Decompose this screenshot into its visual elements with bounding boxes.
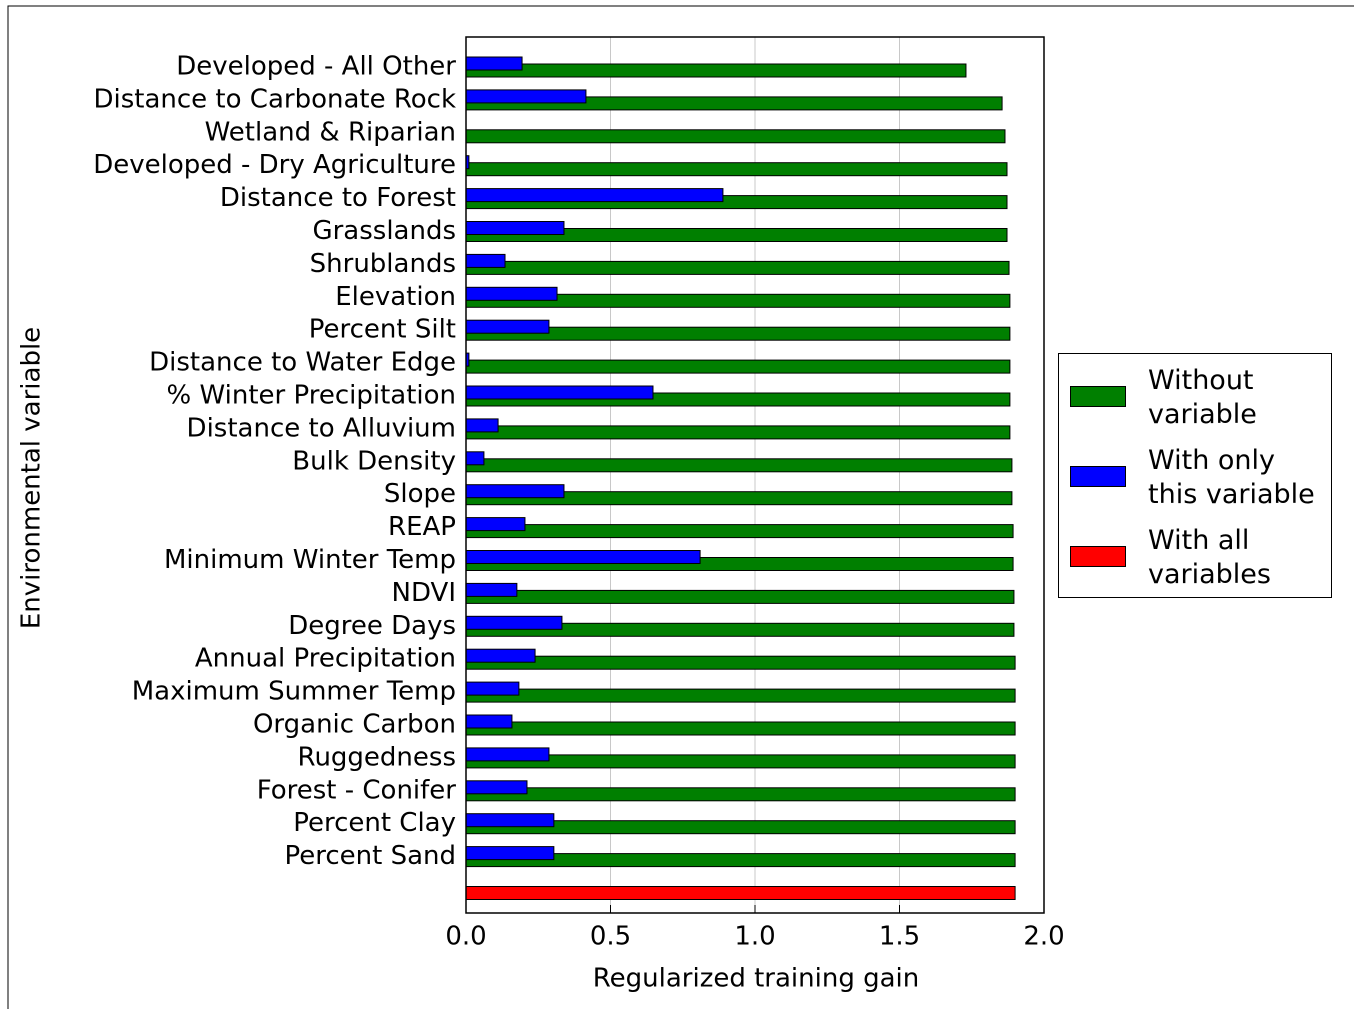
y-tick-label: Distance to Carbonate Rock <box>93 84 456 114</box>
legend-label: With all variables <box>1148 525 1271 590</box>
y-tick-label: Maximum Summer Temp <box>132 677 456 707</box>
bar <box>465 681 520 696</box>
legend-entry: Without variable <box>1059 362 1331 432</box>
bar <box>465 260 1010 275</box>
bar <box>465 484 565 499</box>
bar <box>465 524 1014 539</box>
y-tick-label: Developed - All Other <box>176 52 456 82</box>
bar <box>465 747 550 762</box>
legend-label: Without variable <box>1148 365 1257 430</box>
y-tick-label: Bulk Density <box>292 446 456 476</box>
legend-swatch <box>1070 546 1126 567</box>
bar <box>465 589 1015 604</box>
bar <box>465 813 555 828</box>
x-axis-label: Regularized training gain <box>593 964 920 994</box>
bar <box>465 655 1016 670</box>
bar <box>465 615 563 630</box>
legend-swatch <box>1070 466 1126 487</box>
y-tick-label: Minimum Winter Temp <box>164 545 456 575</box>
legend-label: With only this variable <box>1148 445 1315 510</box>
bar <box>465 359 1011 374</box>
x-tick-label: 2.0 <box>1023 922 1064 952</box>
y-tick-label: Developed - Dry Agriculture <box>93 150 456 180</box>
y-tick-label: Grasslands <box>312 216 456 246</box>
bar <box>465 89 587 104</box>
y-tick-label: Wetland & Riparian <box>205 117 456 147</box>
bar <box>465 319 550 334</box>
bar <box>465 721 1016 736</box>
x-tick-label: 1.0 <box>734 922 775 952</box>
bar <box>465 582 518 597</box>
y-tick-label: Percent Sand <box>284 841 456 871</box>
bar <box>465 648 536 663</box>
y-axis-label: Environmental variable <box>17 327 47 629</box>
x-tick-label: 0.5 <box>590 922 631 952</box>
y-tick-label: Slope <box>384 479 456 509</box>
bar <box>465 550 701 564</box>
bar <box>465 63 967 78</box>
legend-swatch <box>1070 386 1126 407</box>
bar <box>465 221 565 235</box>
y-tick-label: Distance to Forest <box>220 183 456 213</box>
bar <box>465 714 513 729</box>
bar <box>465 56 523 71</box>
image-border <box>7 5 1354 1009</box>
bar <box>465 188 724 203</box>
bar <box>465 886 1016 900</box>
y-tick-label: Shrublands <box>310 249 456 279</box>
x-tick-label: 0.0 <box>445 922 486 952</box>
legend-entry: With all variables <box>1059 522 1331 592</box>
legend: Without variable With only this variable W… <box>1058 353 1332 598</box>
y-tick-label: Forest - Conifer <box>257 775 457 805</box>
bar <box>465 418 499 433</box>
legend-entry: With only this variable <box>1059 442 1331 512</box>
y-tick-label: % Winter Precipitation <box>167 381 456 411</box>
y-tick-label: Percent Silt <box>309 315 456 345</box>
y-tick-label: NDVI <box>392 578 456 608</box>
plot-frame <box>465 36 1045 914</box>
bar <box>465 846 555 861</box>
bar <box>465 162 1008 177</box>
bar <box>465 129 1006 144</box>
y-tick-label: Degree Days <box>288 611 456 641</box>
y-tick-label: Distance to Water Edge <box>149 348 456 378</box>
y-tick-label: Elevation <box>335 282 456 312</box>
y-tick-label: Organic Carbon <box>253 710 456 740</box>
y-tick-label: Distance to Alluvium <box>187 413 456 443</box>
bar <box>465 253 506 268</box>
bar <box>465 787 1016 802</box>
bar <box>465 517 526 532</box>
bar <box>465 688 1016 703</box>
y-tick-label: REAP <box>388 512 456 542</box>
y-tick-label: Annual Precipitation <box>195 644 456 674</box>
bar <box>465 385 654 400</box>
bar <box>465 780 528 795</box>
y-tick-label: Ruggedness <box>298 742 456 772</box>
bar <box>465 286 558 301</box>
bar <box>465 425 1011 440</box>
x-tick-label: 1.5 <box>879 922 920 952</box>
y-tick-label: Percent Clay <box>293 808 456 838</box>
bar <box>465 458 1013 473</box>
bar <box>465 451 485 466</box>
